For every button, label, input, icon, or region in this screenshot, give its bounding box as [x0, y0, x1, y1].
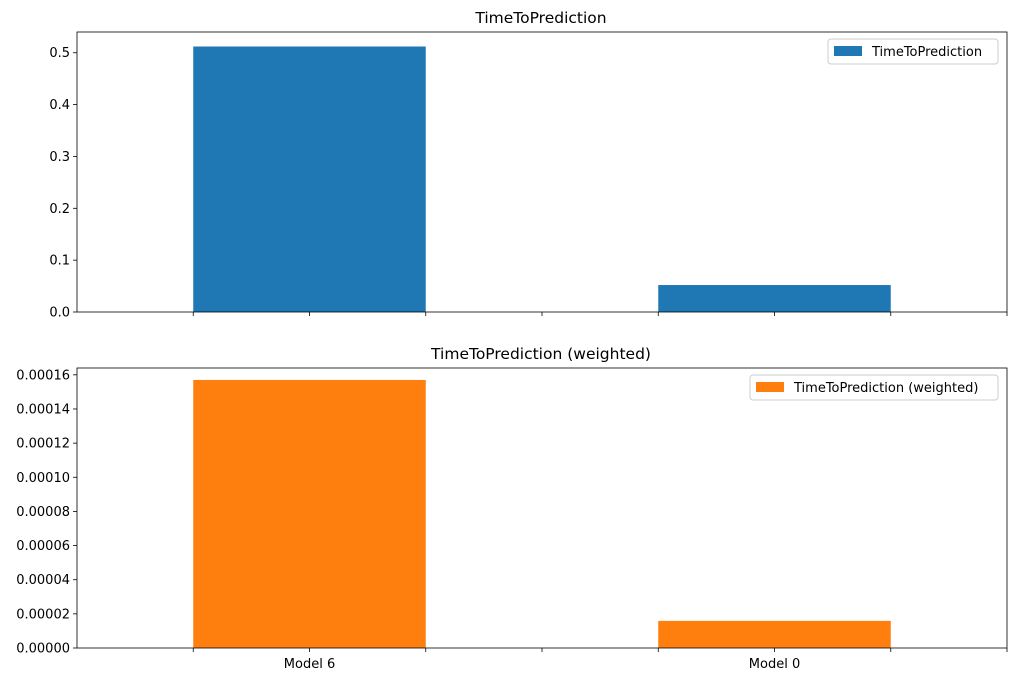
bottom-ytick-label: 0.00010: [16, 471, 70, 486]
top-legend-swatch: [834, 46, 862, 56]
bottom-chart-title: TimeToPrediction (weighted): [430, 345, 651, 363]
bottom-chart-panel: TimeToPrediction (weighted) 0.00000 0.000…: [16, 345, 1008, 672]
bottom-legend-swatch: [756, 382, 784, 392]
bar-model-0: [658, 285, 891, 312]
bottom-ytick-label: 0.00012: [16, 437, 70, 452]
top-ytick-label: 0.3: [49, 150, 70, 165]
top-ytick-label: 0.2: [49, 202, 70, 217]
top-legend: [827, 38, 999, 65]
bottom-ytick-label: 0.00014: [16, 402, 70, 417]
bottom-xtick-label: Model 0: [749, 657, 800, 672]
top-ytick-label: 0.5: [49, 46, 70, 61]
top-ytick-label: 0.4: [49, 98, 70, 113]
bottom-legend-label: TimeToPrediction (weighted): [793, 381, 978, 396]
bottom-ytick-label: 0.00006: [16, 539, 70, 554]
bottom-ytick-label: 0.00004: [16, 573, 70, 588]
bottom-ytick-label: 0.00002: [16, 607, 70, 622]
top-ytick-label: 0.1: [49, 254, 70, 269]
top-chart-panel: TimeToPrediction 0.0 0.1 0.2 0.3 0.4 0.5 TimeT…: [49, 9, 1008, 321]
bottom-ytick-label: 0.00008: [16, 505, 70, 520]
top-chart-title: TimeToPrediction: [474, 9, 606, 27]
top-ytick-label: 0.0: [49, 306, 70, 321]
bar-model-6: [193, 46, 426, 312]
bar-model-6: [193, 379, 426, 648]
bottom-xtick-label: Model 6: [284, 657, 335, 672]
bottom-legend: [749, 374, 999, 401]
top-legend-label: TimeToPrediction: [871, 45, 982, 60]
bar-model-0: [658, 620, 891, 648]
bottom-ytick-label: 0.00016: [16, 368, 70, 383]
bottom-ytick-label: 0.00000: [16, 642, 70, 657]
